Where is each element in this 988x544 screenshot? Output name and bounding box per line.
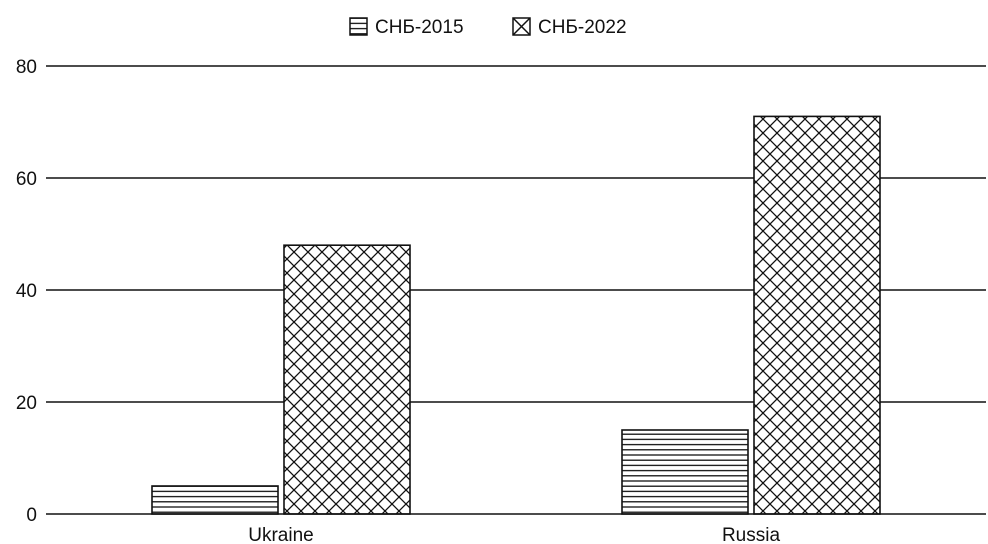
- bar-russia-series-2: [753, 115, 881, 515]
- bar-russia-series-1: [621, 429, 749, 515]
- y-tick-label: 0: [26, 505, 37, 526]
- bars: [151, 115, 881, 515]
- y-tick-label: 60: [16, 169, 37, 190]
- x-category-label: Russia: [722, 525, 781, 544]
- legend-label-sn2015: СНБ-2015: [375, 17, 464, 38]
- legend-item-sn2022: СНБ-2022: [512, 17, 627, 38]
- legend-swatch-sn2015: [349, 17, 368, 36]
- y-tick-label: 80: [16, 57, 37, 78]
- x-category-label: Ukraine: [248, 525, 313, 544]
- y-tick-label: 40: [16, 281, 37, 302]
- x-axis-category-labels: Ukraine Russia: [248, 525, 780, 544]
- bar-ukraine-series-1: [151, 485, 279, 515]
- y-axis-tick-labels: 0 20 40 60 80: [16, 57, 37, 526]
- bar-ukraine-series-2: [283, 244, 411, 515]
- legend: СНБ-2015 СНБ-2022: [349, 17, 627, 38]
- legend-label-sn2022: СНБ-2022: [538, 17, 627, 38]
- legend-item-sn2015: СНБ-2015: [349, 17, 464, 38]
- y-tick-label: 20: [16, 393, 37, 414]
- legend-swatch-sn2022-cross: [512, 17, 531, 36]
